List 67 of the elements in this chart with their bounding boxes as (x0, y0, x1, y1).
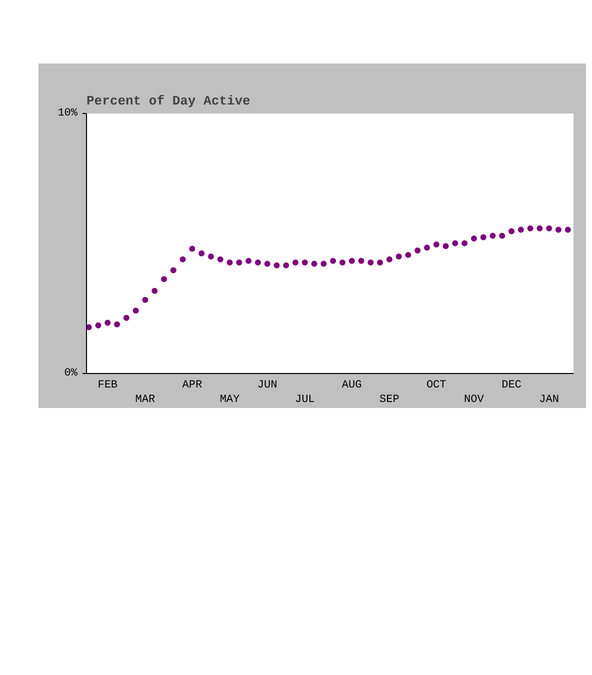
point (518, 226, 524, 233)
point (424, 244, 430, 251)
point (311, 260, 318, 267)
point (536, 225, 543, 232)
point (442, 243, 449, 250)
point (470, 236, 477, 242)
point (208, 254, 214, 260)
point (396, 254, 402, 260)
point (114, 321, 120, 328)
x-tick-label: MAR (135, 394, 156, 406)
x-tick-label: JAN (539, 394, 559, 406)
point (283, 262, 290, 268)
x-tick-label: FEB (98, 380, 118, 392)
point (508, 228, 515, 234)
y-tick-label: 0% (64, 368, 78, 380)
point (104, 320, 111, 326)
point (564, 226, 571, 233)
point (95, 322, 102, 328)
point (152, 288, 158, 294)
point (236, 259, 242, 266)
point (274, 262, 280, 268)
point (339, 259, 346, 266)
point (368, 259, 374, 266)
point (292, 259, 298, 266)
point (217, 256, 224, 262)
point (462, 240, 468, 246)
x-tick-label: OCT (426, 380, 447, 392)
point (358, 258, 364, 264)
point (254, 259, 261, 266)
point (377, 259, 384, 266)
point (226, 259, 233, 266)
point (480, 234, 486, 240)
point (180, 256, 186, 262)
point (527, 225, 534, 232)
x-tick-label: JUL (294, 394, 315, 406)
x-tick-label: MAY (220, 394, 240, 406)
point (198, 250, 205, 256)
point (189, 246, 196, 252)
point (160, 276, 167, 282)
x-tick-label: DEC (502, 380, 522, 392)
point (405, 252, 412, 258)
point (555, 226, 562, 233)
point (246, 258, 252, 264)
point (499, 232, 506, 239)
point (264, 260, 270, 267)
x-tick-label: AUG (342, 380, 362, 392)
point (132, 308, 139, 314)
y-tick-label: 10% (58, 108, 78, 120)
point (490, 232, 496, 239)
point (452, 240, 458, 246)
point (414, 248, 421, 254)
point (170, 267, 176, 274)
x-tick-label: SEP (380, 394, 400, 406)
point (386, 256, 392, 262)
point (320, 260, 327, 267)
point (433, 242, 440, 248)
x-tick-label: APR (182, 380, 202, 392)
chart-title: Percent of Day Active (86, 94, 251, 108)
point (302, 259, 308, 266)
point (86, 324, 92, 330)
point (348, 258, 355, 264)
x-tick-label: NOV (464, 394, 484, 406)
point (546, 225, 552, 232)
point (142, 296, 148, 303)
x-tick-label: JUN (257, 380, 278, 392)
point (123, 314, 130, 321)
point (330, 258, 336, 264)
